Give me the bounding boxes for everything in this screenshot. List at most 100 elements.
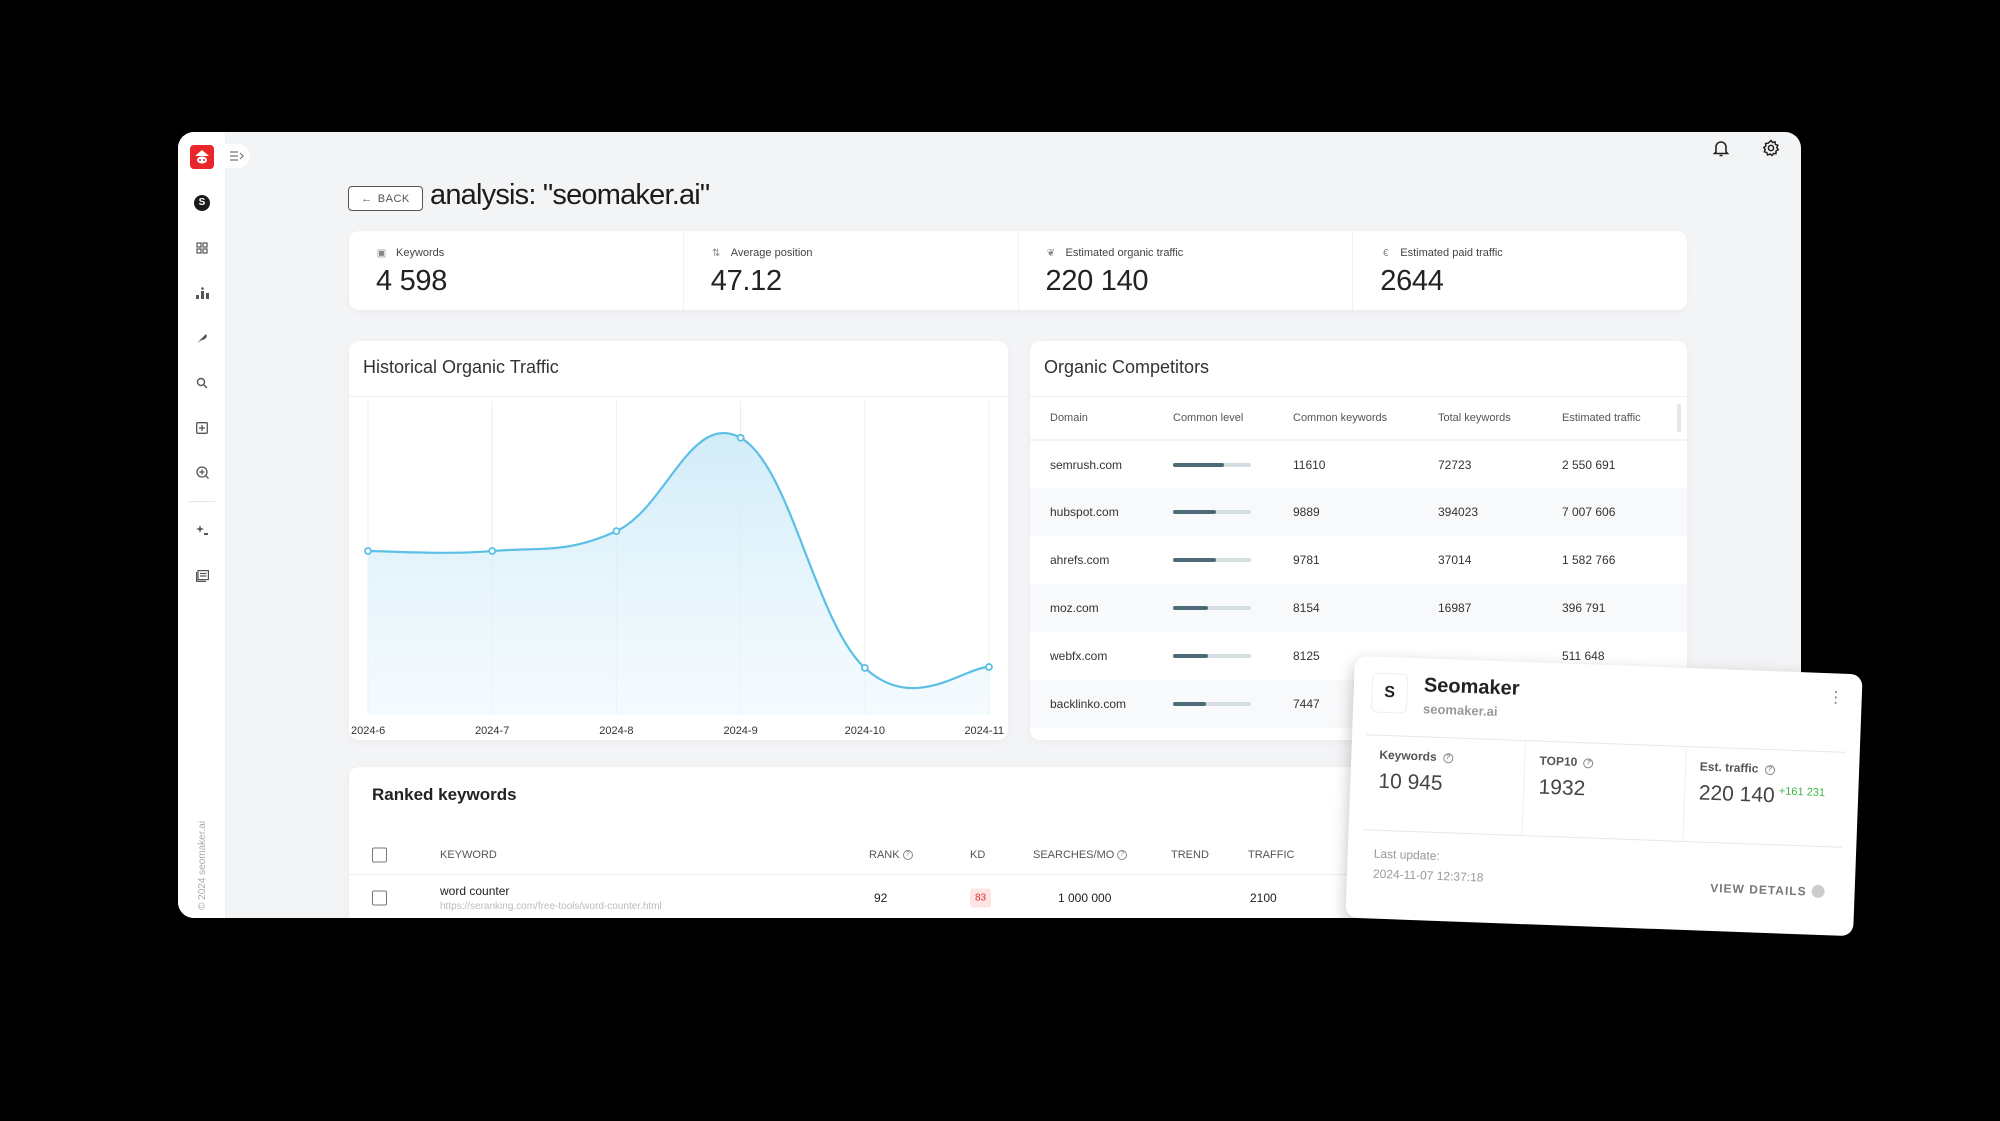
more-options-icon[interactable]: ⋮	[1827, 689, 1845, 707]
document-icon	[195, 569, 209, 582]
common-level-bar	[1173, 462, 1251, 467]
stat-value: 2644	[1380, 265, 1444, 297]
searches-value: 1 000 000	[1058, 891, 1112, 905]
column-header-keyword[interactable]: KEYWORD	[440, 848, 497, 861]
table-row[interactable]: word counter https://seranking.com/free-…	[349, 876, 1801, 918]
help-icon[interactable]: ?	[1583, 758, 1594, 769]
keyword-icon: ▣	[376, 247, 387, 259]
project-stat-traffic: Est. traffic ? 220 140 +161 231	[1683, 747, 1846, 847]
sidebar-collapse-button[interactable]	[224, 144, 250, 168]
project-logo: S	[1370, 672, 1409, 714]
data-point[interactable]	[488, 547, 497, 555]
brand-logo-icon[interactable]	[190, 145, 214, 169]
common-level-bar	[1173, 702, 1251, 706]
back-button[interactable]: ← BACK	[348, 186, 423, 211]
project-name: Seomaker	[1423, 674, 1520, 700]
table-scrollbar[interactable]	[1677, 404, 1681, 432]
last-update-label: Last update:	[1373, 846, 1441, 864]
table-row[interactable]: hubspot.com 9889 394023 7 007 606	[1030, 488, 1687, 536]
data-point[interactable]	[985, 663, 993, 671]
keyword-cell: word counter https://seranking.com/free-…	[440, 884, 662, 912]
sidebar-item-add-search[interactable]	[178, 450, 226, 495]
sidebar-item-search[interactable]	[178, 360, 226, 405]
data-point[interactable]	[860, 663, 869, 672]
feather-icon	[197, 333, 207, 343]
project-stat-keywords: Keywords ? 10 945	[1362, 735, 1527, 836]
column-header[interactable]: Estimated traffic	[1542, 397, 1687, 441]
arrow-right-circle-icon[interactable]	[1811, 884, 1825, 899]
stat-value: 10 945	[1377, 769, 1444, 796]
help-icon[interactable]: ?	[1764, 764, 1775, 776]
notifications-button[interactable]	[1709, 136, 1733, 160]
column-header-traffic[interactable]: TRAFFIC	[1248, 848, 1295, 861]
sidebar-item-ai-tools[interactable]	[178, 508, 226, 553]
total-keywords-cell: 37014	[1438, 553, 1472, 567]
keyword-url-link[interactable]: https://seranking.com/free-tools/word-co…	[440, 901, 662, 912]
column-header[interactable]: Domain	[1030, 397, 1153, 441]
project-summary-card[interactable]: S Seomaker seomaker.ai ⋮ Keywords ? 10 9…	[1345, 655, 1863, 937]
help-icon[interactable]: ?	[1117, 849, 1128, 860]
table-row[interactable]: webfx.com 8125 511 648	[1030, 632, 1687, 680]
sidebar-item-reports[interactable]	[178, 553, 226, 598]
stat-label: Estimated paid traffic	[1400, 247, 1503, 259]
column-header-searches[interactable]: SEARCHES/MO?	[1033, 849, 1128, 861]
column-header[interactable]: Common keywords	[1273, 397, 1418, 441]
project-stats: Keywords ? 10 945 TOP10 ? 1932 Est. traf…	[1362, 734, 1846, 848]
settings-button[interactable]	[1759, 136, 1783, 160]
table-row[interactable]: semrush.com 11610 72723 2 550 691	[1030, 440, 1687, 488]
sidebar-item-dashboard[interactable]	[178, 225, 226, 270]
column-header-trend[interactable]: TREND	[1171, 848, 1209, 861]
domain-cell: hubspot.com	[1030, 488, 1153, 536]
help-icon[interactable]: ?	[1442, 752, 1454, 764]
stat-label: Average position	[730, 247, 813, 259]
data-point[interactable]	[612, 527, 621, 536]
stat-value: 4 598	[376, 265, 448, 297]
total-keywords-cell: 394023	[1418, 488, 1542, 536]
common-keywords-cell: 9889	[1273, 488, 1418, 536]
sidebar-item-rankings[interactable]	[178, 270, 226, 315]
traffic-area-chart[interactable]: 2024-6 2024-7 2024-8 2024-9 2024-10 2024-11	[349, 397, 1008, 740]
table-header-row: Domain Common level Common keywords Tota…	[1030, 397, 1687, 441]
view-details-button[interactable]: VIEW DETAILS	[1709, 880, 1807, 899]
plus-circle-icon	[195, 466, 209, 479]
common-keywords-cell: 9781	[1293, 553, 1320, 567]
sidebar-divider	[189, 501, 215, 502]
row-checkbox[interactable]	[372, 890, 387, 906]
podium-icon	[195, 286, 209, 299]
x-axis-tick-label: 2024-11	[964, 725, 1004, 737]
keyword-text[interactable]: word counter	[440, 884, 510, 898]
common-level-cell	[1153, 632, 1273, 680]
arrow-left-icon: ←	[361, 192, 373, 205]
stat-label: Estimated organic traffic	[1065, 247, 1184, 259]
sidebar-item-project[interactable]: S	[178, 180, 226, 225]
select-all-checkbox[interactable]	[372, 847, 387, 862]
table-row[interactable]: moz.com 8154 16987 396 791	[1030, 584, 1687, 632]
stat-organic-traffic: ❦ Estimated organic traffic 220 140	[1019, 231, 1354, 310]
x-axis-tick-label: 2024-7	[475, 725, 509, 737]
domain-cell: ahrefs.com	[1050, 553, 1110, 567]
leaf-icon: ❦	[1046, 247, 1056, 259]
sidebar-item-writer[interactable]	[178, 315, 226, 360]
column-header-rank[interactable]: RANK?	[869, 849, 913, 861]
position-icon: ⇅	[712, 247, 721, 259]
x-axis-tick-label: 2024-6	[351, 725, 385, 737]
data-point[interactable]	[364, 547, 372, 555]
help-icon[interactable]: ?	[902, 849, 913, 860]
column-header-kd[interactable]: KD	[970, 848, 986, 861]
data-point[interactable]	[736, 433, 745, 442]
total-keywords-cell: 16987	[1418, 584, 1542, 632]
x-axis-tick-label: 2024-10	[845, 725, 885, 737]
column-header[interactable]: Common level	[1153, 397, 1273, 441]
common-level-cell	[1153, 680, 1273, 728]
column-header[interactable]: Total keywords	[1418, 397, 1542, 441]
table-row[interactable]: ahrefs.com 9781 37014 1 582 766	[1030, 536, 1687, 584]
grid-icon	[196, 241, 208, 254]
card-title: Organic Competitors	[1030, 341, 1687, 397]
stat-label: TOP10	[1539, 753, 1578, 769]
bell-icon	[1713, 141, 1729, 157]
domain-cell: semrush.com	[1050, 457, 1123, 472]
page-title: analysis: "seomaker.ai"	[430, 179, 710, 211]
domain-cell: webfx.com	[1050, 649, 1108, 663]
stat-paid-traffic: € Estimated paid traffic 2644	[1353, 231, 1687, 310]
sidebar-item-add-page[interactable]	[178, 405, 226, 450]
